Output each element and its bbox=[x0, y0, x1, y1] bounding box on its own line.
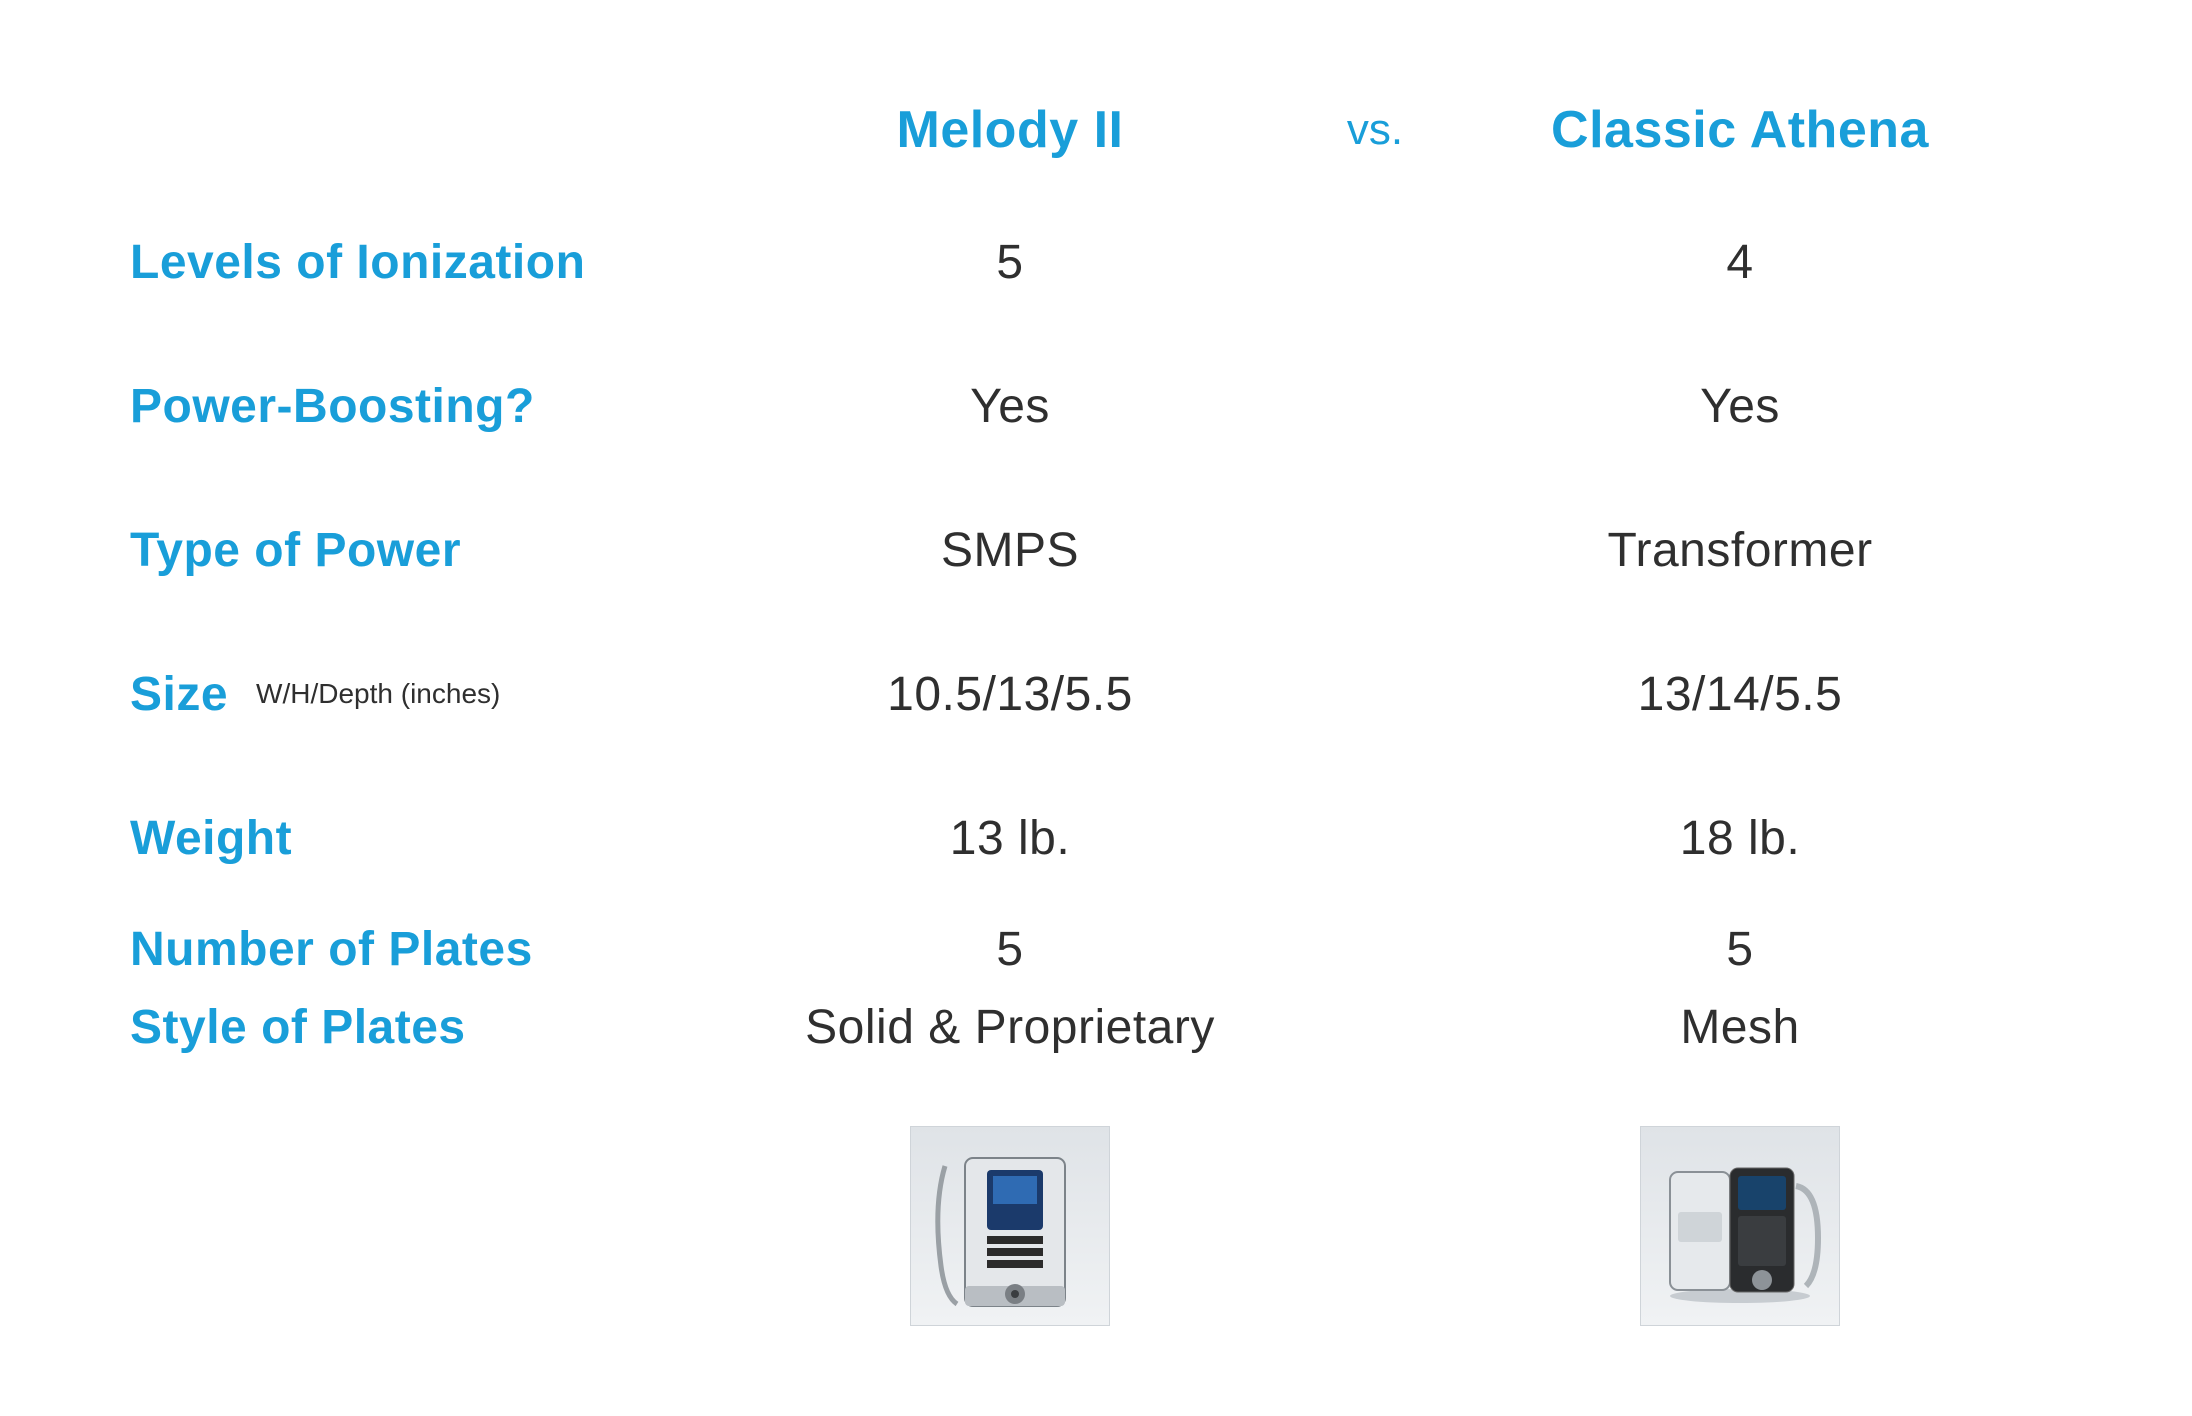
thumb-spacer bbox=[1290, 1126, 1460, 1326]
label-weight: Weight bbox=[130, 811, 292, 866]
value: 10.5/13/5.5 bbox=[887, 667, 1133, 722]
header-product-a: Melody II bbox=[730, 70, 1290, 190]
header-product-b: Classic Athena bbox=[1460, 70, 2020, 190]
header-spacer bbox=[130, 70, 730, 190]
value: Yes bbox=[970, 379, 1050, 434]
value: Transformer bbox=[1607, 523, 1872, 578]
row-value-b: 5 bbox=[1460, 910, 2020, 988]
row-value-a: 5 bbox=[730, 190, 1290, 334]
thumb-a-cell bbox=[730, 1126, 1290, 1326]
value: 13/14/5.5 bbox=[1638, 667, 1843, 722]
product-a-name: Melody II bbox=[897, 100, 1124, 160]
label-size-sub: W/H/Depth (inches) bbox=[256, 678, 500, 710]
row-value-a: 10.5/13/5.5 bbox=[730, 622, 1290, 766]
value: 5 bbox=[996, 235, 1023, 290]
label-size: Size bbox=[130, 667, 228, 722]
value: 5 bbox=[996, 922, 1023, 977]
value: 18 lb. bbox=[1680, 811, 1800, 866]
grid: Melody II vs. Classic Athena Levels of I… bbox=[130, 70, 2062, 1326]
product-b-icon bbox=[1650, 1146, 1830, 1306]
product-b-thumbnail bbox=[1640, 1126, 1840, 1326]
row-label: Size W/H/Depth (inches) bbox=[130, 622, 730, 766]
row-value-a: SMPS bbox=[730, 478, 1290, 622]
row-value-a: 5 bbox=[730, 910, 1290, 988]
value: Yes bbox=[1700, 379, 1780, 434]
product-b-name: Classic Athena bbox=[1551, 100, 1929, 160]
product-a-icon bbox=[925, 1136, 1095, 1316]
row-value-b: Mesh bbox=[1460, 988, 2020, 1066]
value: Mesh bbox=[1680, 1000, 1799, 1055]
row-value-b: 4 bbox=[1460, 190, 2020, 334]
value: 5 bbox=[1726, 922, 1753, 977]
label-number-of-plates: Number of Plates bbox=[130, 922, 533, 977]
row-value-b: Yes bbox=[1460, 334, 2020, 478]
row-spacer bbox=[1290, 988, 1460, 1066]
row-label: Number of Plates bbox=[130, 910, 730, 988]
row-spacer bbox=[1290, 334, 1460, 478]
label-type-of-power: Type of Power bbox=[130, 523, 461, 578]
row-label: Weight bbox=[130, 766, 730, 910]
value: 4 bbox=[1726, 235, 1753, 290]
label-levels-of-ionization: Levels of Ionization bbox=[130, 235, 585, 290]
row-value-b: 18 lb. bbox=[1460, 766, 2020, 910]
row-value-a: 13 lb. bbox=[730, 766, 1290, 910]
row-label: Levels of Ionization bbox=[130, 190, 730, 334]
row-spacer bbox=[1290, 766, 1460, 910]
row-value-b: Transformer bbox=[1460, 478, 2020, 622]
header-vs: vs. bbox=[1290, 70, 1460, 190]
value: SMPS bbox=[941, 523, 1079, 578]
thumb-b-cell bbox=[1460, 1126, 2020, 1326]
thumb-spacer bbox=[130, 1126, 730, 1326]
value: Solid & Proprietary bbox=[805, 1000, 1215, 1055]
label-style-of-plates: Style of Plates bbox=[130, 1000, 466, 1055]
row-value-b: 13/14/5.5 bbox=[1460, 622, 2020, 766]
product-a-thumbnail bbox=[910, 1126, 1110, 1326]
value: 13 lb. bbox=[950, 811, 1070, 866]
row-spacer bbox=[1290, 478, 1460, 622]
label-power-boosting: Power-Boosting? bbox=[130, 379, 535, 434]
row-label: Type of Power bbox=[130, 478, 730, 622]
row-value-a: Solid & Proprietary bbox=[730, 988, 1290, 1066]
row-value-a: Yes bbox=[730, 334, 1290, 478]
row-spacer bbox=[1290, 910, 1460, 988]
comparison-table: Melody II vs. Classic Athena Levels of I… bbox=[0, 0, 2192, 1416]
row-spacer bbox=[1290, 190, 1460, 334]
vs-label: vs. bbox=[1347, 105, 1403, 155]
row-label: Style of Plates bbox=[130, 988, 730, 1066]
row-spacer bbox=[1290, 622, 1460, 766]
row-label: Power-Boosting? bbox=[130, 334, 730, 478]
